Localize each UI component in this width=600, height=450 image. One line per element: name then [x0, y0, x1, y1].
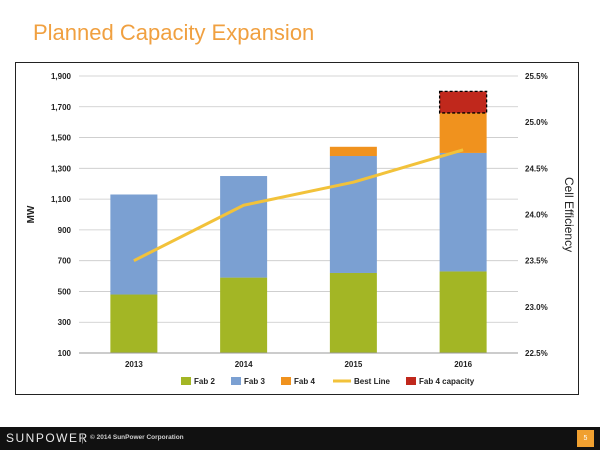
bar-segment-fab-4 [329, 146, 377, 157]
legend-label: Fab 4 capacity [419, 377, 475, 386]
slide-number: 5 [577, 430, 594, 447]
y2-tick-label: 23.0% [525, 303, 548, 312]
legend-swatch [406, 377, 416, 385]
bar-segment-fab-3 [110, 194, 158, 295]
legend-label: Fab 2 [194, 377, 215, 386]
legend-swatch [181, 377, 191, 385]
chart-frame: 100 300 500 700 900 1,100 1,300 1,500 1,700 1,900… [15, 62, 579, 395]
legend-label: Fab 3 [244, 377, 265, 386]
y2-tick-label: 25.5% [525, 72, 548, 81]
y-tick-label: 100 [58, 349, 72, 358]
bar-segment-fab-4-capacity [438, 90, 488, 114]
x-tick-label: 2015 [344, 360, 362, 369]
bar-segment-fab-3 [329, 156, 377, 273]
bar-segment-fab-4 [439, 112, 487, 153]
bar-segment-fab-2 [220, 277, 268, 353]
bar-segment-fab-2 [439, 271, 487, 353]
y-tick-label: 300 [58, 318, 72, 327]
y-tick-label: 900 [58, 226, 72, 235]
legend-label: Best Line [354, 377, 391, 386]
y-tick-label: 1,300 [51, 164, 72, 173]
footer-bar: SUNPOWER | © 2014 SunPower Corporation 5 [0, 427, 600, 450]
bar-segment-fab-2 [329, 272, 377, 353]
footer-brand-logo: SUNPOWER [6, 431, 89, 445]
legend-swatch [231, 377, 241, 385]
bar-segment-fab-2 [110, 294, 158, 353]
y2-tick-label: 23.5% [525, 257, 548, 266]
footer-separator: | [81, 432, 84, 444]
y2-tick-label: 25.0% [525, 118, 548, 127]
y-tick-label: 1,500 [51, 134, 72, 143]
bar-segment-fab-3 [439, 152, 487, 272]
y-tick-label: 700 [58, 257, 72, 266]
x-tick-label: 2013 [125, 360, 143, 369]
y-tick-label: 1,900 [51, 72, 72, 81]
y2-tick-label: 24.5% [525, 164, 548, 173]
slide-title: Planned Capacity Expansion [33, 20, 315, 45]
y-axis-title: MW [26, 205, 37, 223]
y2-tick-label: 24.0% [525, 211, 548, 220]
legend-swatch [281, 377, 291, 385]
x-tick-label: 2014 [235, 360, 253, 369]
y2-axis-title: Cell Efficiency [562, 177, 576, 252]
y2-tick-label: 22.5% [525, 349, 548, 358]
capacity-chart: 100 300 500 700 900 1,100 1,300 1,500 1,700 1,900… [26, 72, 576, 386]
line-series-best-line [133, 148, 464, 263]
y-tick-label: 1,700 [51, 103, 72, 112]
y-tick-label: 1,100 [51, 195, 72, 204]
x-tick-label: 2016 [454, 360, 472, 369]
footer-copyright: © 2014 SunPower Corporation [90, 434, 184, 441]
legend-label: Fab 4 [294, 377, 315, 386]
y-tick-label: 500 [58, 287, 72, 296]
bar-segment-fab-3 [220, 176, 268, 278]
